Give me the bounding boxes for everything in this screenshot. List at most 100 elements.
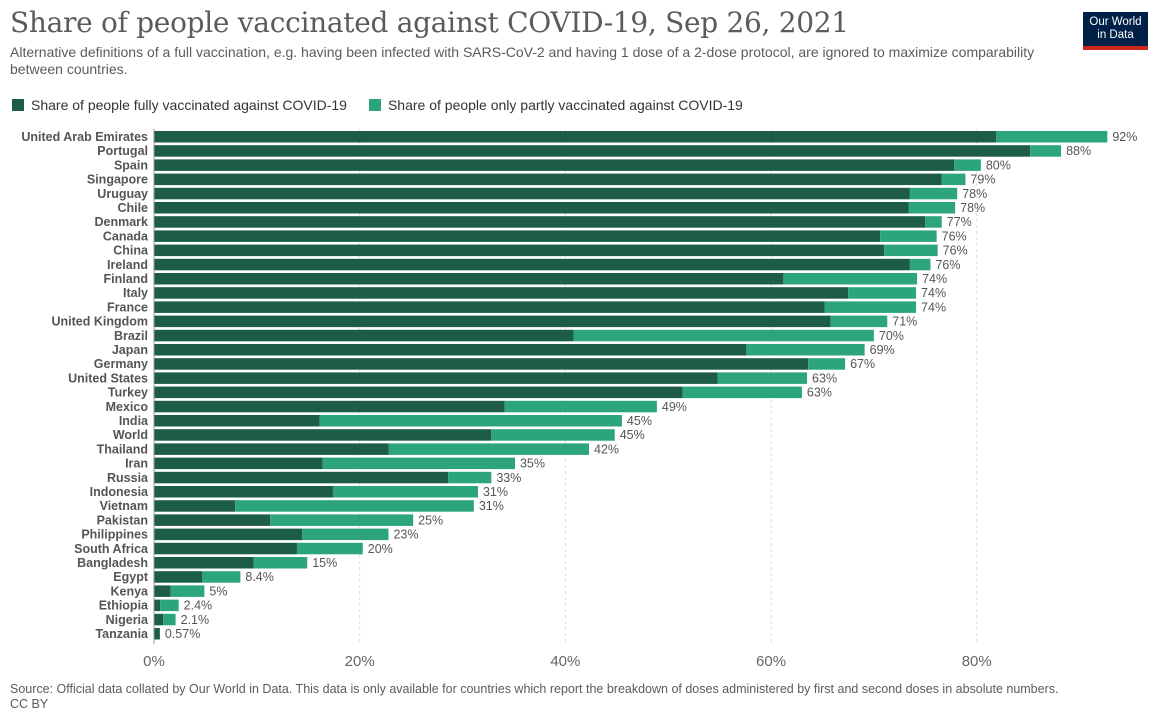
bar-fully-vaccinated[interactable] [154, 443, 389, 455]
category-label: United Arab Emirates [21, 130, 148, 144]
category-label: Brazil [114, 329, 148, 343]
bar-fully-vaccinated[interactable] [154, 528, 303, 541]
bar-fully-vaccinated[interactable] [154, 315, 831, 328]
bar-fully-vaccinated[interactable] [154, 500, 236, 512]
total-value-label: 70% [879, 329, 904, 343]
category-label: Canada [103, 229, 149, 243]
bar-partly-vaccinated[interactable] [235, 500, 474, 512]
legend-label-partly: Share of people only partly vaccinated a… [387, 97, 743, 113]
bar-partly-vaccinated[interactable] [908, 202, 956, 214]
bar-fully-vaccinated[interactable] [154, 514, 271, 526]
bar-partly-vaccinated[interactable] [491, 429, 615, 441]
bar-fully-vaccinated[interactable] [154, 486, 333, 498]
logo-line-1: Our World [1089, 16, 1142, 28]
bar-fully-vaccinated[interactable] [154, 542, 297, 555]
bar-fully-vaccinated[interactable] [154, 599, 161, 612]
bar-partly-vaccinated[interactable] [884, 244, 938, 257]
owid-logo[interactable]: Our World in Data [1083, 12, 1148, 50]
category-label: World [113, 428, 148, 442]
bar-partly-vaccinated[interactable] [504, 400, 657, 413]
bar-fully-vaccinated[interactable] [154, 159, 955, 171]
category-label: Turkey [108, 386, 148, 400]
category-label: Uruguay [97, 187, 148, 201]
bar-partly-vaccinated[interactable] [954, 159, 981, 171]
source-note: Source: Official data collated by Our Wo… [10, 682, 1059, 696]
category-label: Spain [114, 158, 148, 172]
total-value-label: 78% [960, 201, 985, 215]
bar-partly-vaccinated[interactable] [783, 273, 918, 285]
bar-partly-vaccinated[interactable] [848, 287, 917, 299]
total-value-label: 77% [947, 215, 972, 229]
bar-partly-vaccinated[interactable] [573, 329, 874, 342]
bar-partly-vaccinated[interactable] [332, 486, 478, 498]
bar-partly-vaccinated[interactable] [270, 514, 414, 526]
category-label: Thailand [97, 442, 148, 456]
bar-fully-vaccinated[interactable] [154, 202, 909, 214]
bar-partly-vaccinated[interactable] [163, 613, 176, 626]
bar-fully-vaccinated[interactable] [154, 585, 171, 597]
bar-fully-vaccinated[interactable] [154, 230, 881, 242]
bar-partly-vaccinated[interactable] [682, 386, 802, 399]
bar-partly-vaccinated[interactable] [941, 173, 966, 186]
chart-title: Share of people vaccinated against COVID… [10, 6, 849, 39]
bar-fully-vaccinated[interactable] [154, 457, 323, 470]
legend-item-partly-vaccinated[interactable]: Share of people only partly vaccinated a… [368, 97, 743, 113]
bar-fully-vaccinated[interactable] [154, 216, 926, 228]
bar-partly-vaccinated[interactable] [202, 571, 241, 583]
bar-partly-vaccinated[interactable] [808, 358, 846, 370]
bar-partly-vaccinated[interactable] [909, 258, 931, 271]
bar-partly-vaccinated[interactable] [253, 557, 308, 569]
bar-fully-vaccinated[interactable] [154, 258, 910, 271]
bar-partly-vaccinated[interactable] [996, 131, 1108, 143]
bar-partly-vaccinated[interactable] [448, 471, 492, 484]
bar-partly-vaccinated[interactable] [880, 230, 937, 242]
bar-fully-vaccinated[interactable] [154, 400, 505, 413]
bar-partly-vaccinated[interactable] [319, 415, 622, 427]
bar-fully-vaccinated[interactable] [154, 613, 164, 626]
bar-fully-vaccinated[interactable] [154, 244, 885, 257]
total-value-label: 31% [483, 485, 508, 499]
bar-fully-vaccinated[interactable] [154, 187, 910, 200]
bar-chart: 0% 20% 40% 60% 80% United Arab Emirates 92% Por… [21, 129, 1137, 670]
bar-fully-vaccinated[interactable] [154, 173, 942, 186]
category-label: Ethiopia [99, 599, 149, 613]
legend-swatch-fully [12, 99, 24, 111]
legend-item-fully-vaccinated[interactable]: Share of people fully vaccinated against… [12, 97, 347, 113]
bar-partly-vaccinated[interactable] [1030, 145, 1062, 157]
bar-fully-vaccinated[interactable] [154, 372, 718, 384]
bar-fully-vaccinated[interactable] [154, 628, 160, 640]
bar-partly-vaccinated[interactable] [296, 542, 363, 555]
bar-fully-vaccinated[interactable] [154, 287, 849, 299]
category-label: Denmark [95, 215, 149, 229]
bar-fully-vaccinated[interactable] [154, 571, 203, 583]
bar-partly-vaccinated[interactable] [388, 443, 590, 455]
bar-fully-vaccinated[interactable] [154, 429, 492, 441]
bar-fully-vaccinated[interactable] [154, 131, 997, 143]
bar-partly-vaccinated[interactable] [909, 187, 958, 200]
bar-fully-vaccinated[interactable] [154, 273, 784, 285]
bar-partly-vaccinated[interactable] [925, 216, 942, 228]
bar-fully-vaccinated[interactable] [154, 344, 747, 356]
bar-partly-vaccinated[interactable] [746, 344, 865, 356]
license-note: CC BY [10, 697, 49, 711]
category-label: Pakistan [97, 513, 148, 527]
category-label: China [113, 244, 149, 258]
bar-partly-vaccinated[interactable] [830, 315, 888, 328]
bar-partly-vaccinated[interactable] [302, 528, 389, 541]
bar-partly-vaccinated[interactable] [322, 457, 515, 470]
bar-fully-vaccinated[interactable] [154, 301, 825, 313]
bar-fully-vaccinated[interactable] [154, 415, 320, 427]
bar-fully-vaccinated[interactable] [154, 386, 683, 399]
bar-fully-vaccinated[interactable] [154, 358, 809, 370]
x-tick-label: 60% [756, 653, 786, 670]
bar-fully-vaccinated[interactable] [154, 145, 1031, 157]
bar-partly-vaccinated[interactable] [824, 301, 917, 313]
bar-fully-vaccinated[interactable] [154, 329, 574, 342]
bar-partly-vaccinated[interactable] [717, 372, 808, 384]
bar-fully-vaccinated[interactable] [154, 557, 254, 569]
bar-partly-vaccinated[interactable] [160, 599, 179, 612]
bar-partly-vaccinated[interactable] [170, 585, 205, 597]
total-value-label: 80% [986, 158, 1011, 172]
total-value-label: 74% [921, 286, 946, 300]
bar-fully-vaccinated[interactable] [154, 471, 449, 484]
